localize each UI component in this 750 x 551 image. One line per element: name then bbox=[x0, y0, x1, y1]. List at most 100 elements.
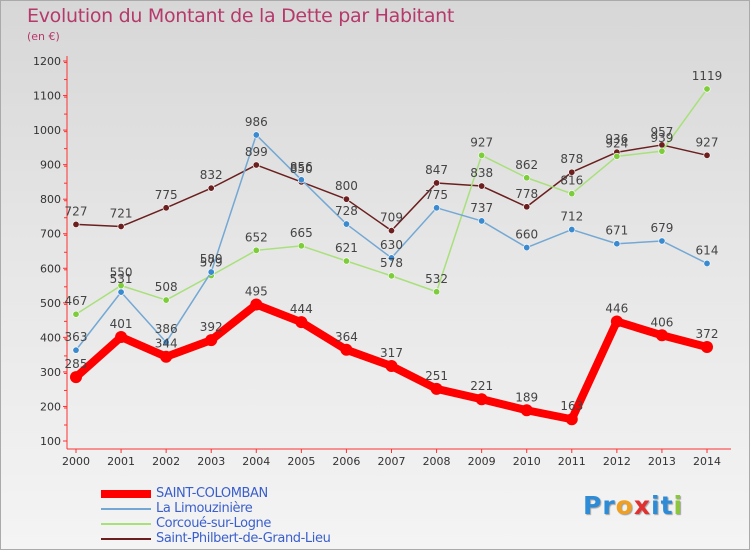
x-tick-label: 2014 bbox=[693, 455, 721, 468]
data-point-saint-colomban bbox=[295, 316, 308, 329]
y-tick-label: 700 bbox=[40, 228, 61, 241]
y-tick-label: 800 bbox=[40, 193, 61, 206]
x-tick-label: 2008 bbox=[423, 455, 451, 468]
y-tick-label: 200 bbox=[40, 400, 61, 413]
data-label-saint-philbert-de-grand-lieu: 838 bbox=[470, 166, 493, 180]
data-label-la-limouzinie-re: 386 bbox=[155, 322, 178, 336]
legend-swatch bbox=[101, 538, 151, 540]
data-label-corcoue-sur-logne: 579 bbox=[200, 256, 223, 270]
data-label-saint-colomban: 317 bbox=[380, 346, 403, 360]
legend-swatch bbox=[101, 523, 151, 525]
data-point-corcoue-sur-logne bbox=[568, 190, 576, 198]
proxiti-logo: Proxiti bbox=[583, 491, 683, 520]
logo-letter: i bbox=[673, 491, 684, 520]
data-label-saint-philbert-de-grand-lieu: 832 bbox=[200, 168, 223, 182]
data-point-saint-colomban bbox=[385, 360, 398, 373]
data-label-la-limouzinie-re: 363 bbox=[65, 330, 88, 344]
data-label-saint-philbert-de-grand-lieu: 927 bbox=[696, 135, 719, 149]
data-label-la-limouzinie-re: 856 bbox=[290, 160, 313, 174]
data-label-corcoue-sur-logne: 1119 bbox=[692, 69, 723, 83]
data-point-saint-colomban bbox=[520, 404, 533, 417]
data-point-saint-colomban bbox=[475, 393, 488, 406]
x-tick-label: 2005 bbox=[287, 455, 315, 468]
data-label-corcoue-sur-logne: 862 bbox=[515, 158, 538, 172]
data-label-saint-philbert-de-grand-lieu: 775 bbox=[155, 188, 178, 202]
logo-letter: i bbox=[651, 491, 661, 520]
data-label-la-limouzinie-re: 728 bbox=[335, 204, 358, 218]
data-point-saint-philbert-de-grand-lieu bbox=[72, 220, 80, 228]
data-label-saint-philbert-de-grand-lieu: 847 bbox=[425, 163, 448, 177]
data-label-la-limouzinie-re: 630 bbox=[380, 238, 403, 252]
logo-letter: r bbox=[602, 491, 616, 520]
x-tick-label: 2010 bbox=[513, 455, 541, 468]
data-point-la-limouzinie-re bbox=[297, 176, 305, 184]
data-point-corcoue-sur-logne bbox=[342, 257, 350, 265]
data-point-la-limouzinie-re bbox=[523, 244, 531, 252]
data-point-saint-colomban bbox=[205, 334, 218, 347]
data-label-la-limouzinie-re: 775 bbox=[425, 188, 448, 202]
data-point-corcoue-sur-logne bbox=[162, 296, 170, 304]
data-label-saint-philbert-de-grand-lieu: 936 bbox=[605, 132, 628, 146]
data-label-saint-philbert-de-grand-lieu: 800 bbox=[335, 179, 358, 193]
data-label-corcoue-sur-logne: 508 bbox=[155, 280, 178, 294]
data-label-saint-colomban: 392 bbox=[200, 320, 223, 334]
data-point-saint-colomban bbox=[70, 371, 82, 384]
x-tick-label: 2001 bbox=[107, 455, 135, 468]
data-point-saint-colomban bbox=[430, 382, 443, 395]
data-label-corcoue-sur-logne: 927 bbox=[470, 135, 493, 149]
x-tick-label: 2004 bbox=[242, 455, 270, 468]
data-point-corcoue-sur-logne bbox=[387, 272, 395, 280]
data-point-saint-colomban bbox=[565, 413, 578, 426]
data-label-corcoue-sur-logne: 621 bbox=[335, 241, 358, 255]
data-label-saint-colomban: 495 bbox=[245, 285, 268, 299]
x-tick-label: 2000 bbox=[62, 455, 90, 468]
data-point-saint-philbert-de-grand-lieu bbox=[387, 227, 395, 235]
data-label-la-limouzinie-re: 589 bbox=[200, 252, 223, 266]
data-point-saint-philbert-de-grand-lieu bbox=[703, 151, 711, 159]
data-label-corcoue-sur-logne: 665 bbox=[290, 226, 313, 240]
data-label-la-limouzinie-re: 660 bbox=[515, 228, 538, 242]
data-point-saint-colomban bbox=[701, 341, 713, 354]
data-label-corcoue-sur-logne: 532 bbox=[425, 272, 448, 286]
data-label-corcoue-sur-logne: 550 bbox=[110, 266, 133, 280]
data-point-la-limouzinie-re bbox=[613, 240, 621, 248]
data-label-corcoue-sur-logne: 924 bbox=[605, 136, 628, 150]
data-point-la-limouzinie-re bbox=[117, 288, 125, 296]
legend-label: SAINT-COLOMBAN bbox=[156, 486, 268, 501]
data-label-la-limouzinie-re: 679 bbox=[650, 221, 673, 235]
data-point-la-limouzinie-re bbox=[658, 237, 666, 245]
y-tick-label: 500 bbox=[40, 297, 61, 310]
data-label-corcoue-sur-logne: 939 bbox=[650, 131, 673, 145]
legend-label: Saint-Philbert-de-Grand-Lieu bbox=[156, 531, 331, 546]
data-label-saint-colomban: 189 bbox=[515, 390, 538, 404]
data-label-saint-colomban: 446 bbox=[605, 301, 628, 315]
data-point-corcoue-sur-logne bbox=[478, 151, 486, 159]
chart-title: Evolution du Montant de la Dette par Hab… bbox=[27, 5, 455, 27]
data-point-saint-colomban bbox=[250, 298, 263, 311]
data-label-la-limouzinie-re: 712 bbox=[560, 210, 583, 224]
data-label-saint-philbert-de-grand-lieu: 850 bbox=[290, 162, 313, 176]
y-tick-label: 1000 bbox=[33, 124, 61, 137]
data-label-saint-philbert-de-grand-lieu: 721 bbox=[110, 206, 133, 220]
data-point-la-limouzinie-re bbox=[342, 220, 350, 228]
data-point-saint-philbert-de-grand-lieu bbox=[117, 222, 125, 230]
data-label-saint-colomban: 372 bbox=[696, 327, 719, 341]
data-label-corcoue-sur-logne: 652 bbox=[245, 230, 268, 244]
data-point-saint-colomban bbox=[160, 350, 173, 363]
data-point-la-limouzinie-re bbox=[568, 226, 576, 234]
data-point-saint-colomban bbox=[610, 315, 623, 328]
y-tick-label: 300 bbox=[40, 366, 61, 379]
data-point-saint-philbert-de-grand-lieu bbox=[478, 182, 486, 190]
data-point-saint-colomban bbox=[115, 331, 128, 344]
data-label-saint-colomban: 251 bbox=[425, 369, 448, 383]
x-tick-label: 2012 bbox=[603, 455, 631, 468]
data-point-corcoue-sur-logne bbox=[703, 85, 711, 93]
data-label-la-limouzinie-re: 614 bbox=[696, 243, 719, 257]
data-point-corcoue-sur-logne bbox=[658, 147, 666, 155]
data-label-saint-colomban: 364 bbox=[335, 330, 358, 344]
data-point-saint-philbert-de-grand-lieu bbox=[433, 179, 441, 187]
data-point-saint-colomban bbox=[655, 329, 668, 342]
legend-label: La Limouzinière bbox=[156, 501, 253, 516]
